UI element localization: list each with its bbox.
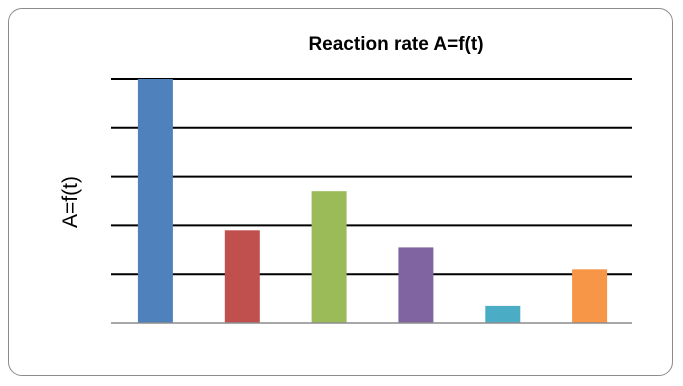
bar-4 <box>398 247 434 323</box>
y-axis-label: A=f(t) <box>59 176 82 228</box>
bar-2 <box>224 230 260 323</box>
chart-title: Reaction rate A=f(t) <box>308 34 483 55</box>
bar-series <box>137 79 608 323</box>
gridlines <box>111 78 632 276</box>
bar-3 <box>311 191 347 323</box>
bar-5 <box>485 305 521 323</box>
bar-1 <box>137 79 173 323</box>
bar-6 <box>572 269 608 323</box>
